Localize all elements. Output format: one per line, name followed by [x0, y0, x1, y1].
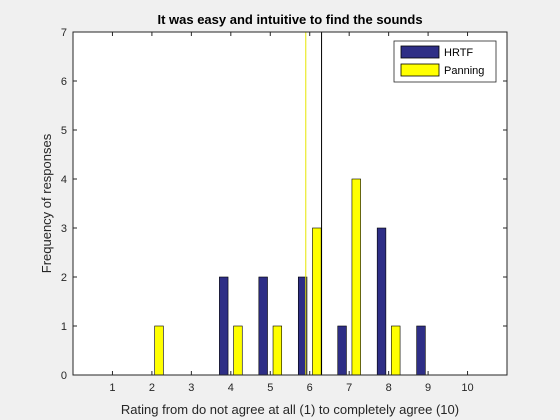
y-tick-label: 4	[61, 174, 67, 186]
legend-label-hrtf: HRTF	[444, 47, 473, 59]
y-tick-label: 0	[61, 370, 67, 382]
x-tick-label: 9	[425, 382, 431, 394]
y-ticks-group: 0 1 2 3 4 5 6 7	[61, 27, 507, 382]
bar-hrtf-9	[416, 325, 426, 376]
x-tick-label: 7	[346, 382, 352, 394]
bar-panning-4	[233, 325, 243, 376]
bar-hrtf-8	[376, 227, 387, 376]
legend-swatch-hrtf	[400, 45, 440, 59]
bar-hrtf-7	[337, 325, 347, 376]
y-tick-label: 5	[61, 125, 67, 137]
reference-lines-group	[305, 32, 323, 375]
x-tick-label: 4	[228, 382, 234, 394]
x-tick-label: 8	[386, 382, 392, 394]
axes-box	[72, 31, 508, 376]
bar-hrtf-4	[219, 276, 229, 376]
x-tick-label: 6	[307, 382, 313, 394]
y-axis-label: Frequency of responses	[39, 133, 54, 273]
bars-group	[154, 178, 426, 376]
y-tick-label: 1	[61, 321, 67, 333]
legend-label-panning: Panning	[444, 65, 484, 77]
axes-background	[73, 32, 507, 375]
y-tick-label: 6	[61, 76, 67, 88]
y-tick-label: 2	[61, 272, 67, 284]
chart-title: It was easy and intuitive to find the so…	[157, 12, 422, 27]
bar-hrtf-5	[258, 276, 268, 376]
x-ticks-group: 1 2 3 4 5 6 7 8 9 10	[109, 32, 474, 394]
x-tick-label: 10	[461, 382, 473, 394]
bar-panning-6	[312, 227, 322, 376]
x-tick-label: 3	[188, 382, 194, 394]
x-axis-label: Rating from do not agree at all (1) to c…	[121, 402, 459, 417]
y-tick-label: 3	[61, 223, 67, 235]
x-tick-label: 2	[149, 382, 155, 394]
y-tick-label: 7	[61, 27, 67, 39]
bar-panning-7	[351, 178, 361, 376]
bar-panning-2	[154, 325, 164, 376]
x-tick-label: 5	[267, 382, 273, 394]
bar-panning-5	[272, 325, 283, 376]
x-tick-label: 1	[109, 382, 115, 394]
bar-panning-8	[391, 325, 401, 376]
legend: HRTF Panning	[393, 40, 497, 83]
legend-swatch-panning	[400, 63, 440, 77]
